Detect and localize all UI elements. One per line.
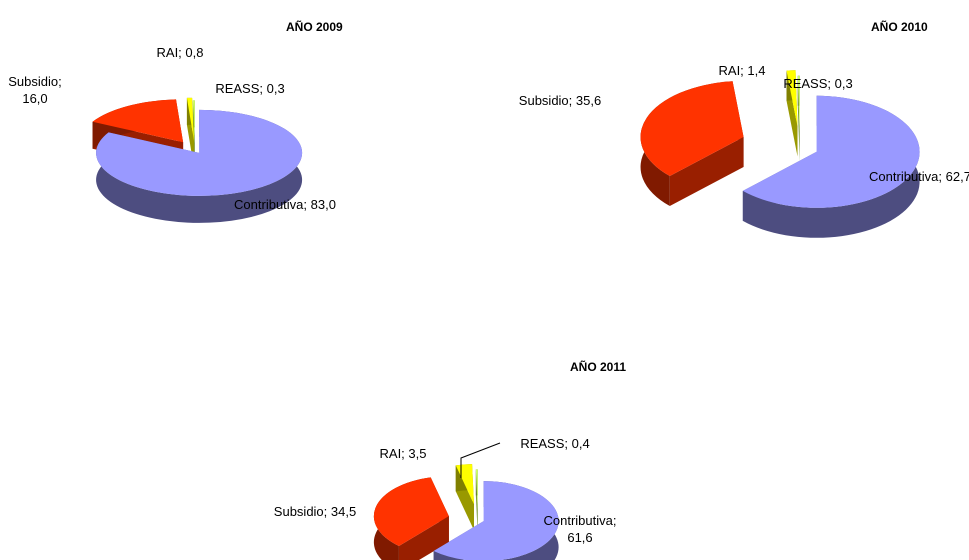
slice — [192, 100, 195, 144]
slice — [742, 95, 920, 208]
data-label: Subsidio; 16,0 — [8, 74, 62, 106]
slice-face — [669, 136, 744, 207]
slice — [475, 469, 478, 510]
data-label: Contributiva; 62,7 — [869, 169, 969, 184]
data-label: Contributiva; 61,6 — [543, 513, 617, 545]
data-label: RAI; 0,8 — [156, 45, 204, 60]
data-label: REASS; 0,4 — [520, 436, 590, 451]
slice — [786, 70, 798, 127]
slice — [640, 81, 744, 177]
slice — [186, 97, 195, 141]
chart-title: AÑO 2011 — [570, 360, 627, 374]
chart-title: AÑO 2009 — [286, 20, 343, 34]
slice-face — [398, 516, 449, 560]
data-label: RAI; 1,4 — [718, 63, 766, 78]
data-label: Subsidio; 35,6 — [518, 93, 602, 108]
slice — [797, 75, 800, 132]
slice — [92, 99, 184, 143]
chart-title: AÑO 2010 — [871, 20, 928, 34]
slice — [433, 481, 559, 560]
slice — [455, 464, 474, 505]
data-label: Subsidio; 34,5 — [273, 504, 357, 519]
data-label: RAI; 3,5 — [379, 446, 427, 461]
data-label: REASS; 0,3 — [215, 81, 285, 96]
slice — [96, 109, 303, 196]
data-label: REASS; 0,3 — [783, 76, 853, 91]
data-label: Contributiva; 83,0 — [234, 197, 336, 212]
leader-line — [460, 442, 501, 478]
slice — [373, 477, 449, 547]
